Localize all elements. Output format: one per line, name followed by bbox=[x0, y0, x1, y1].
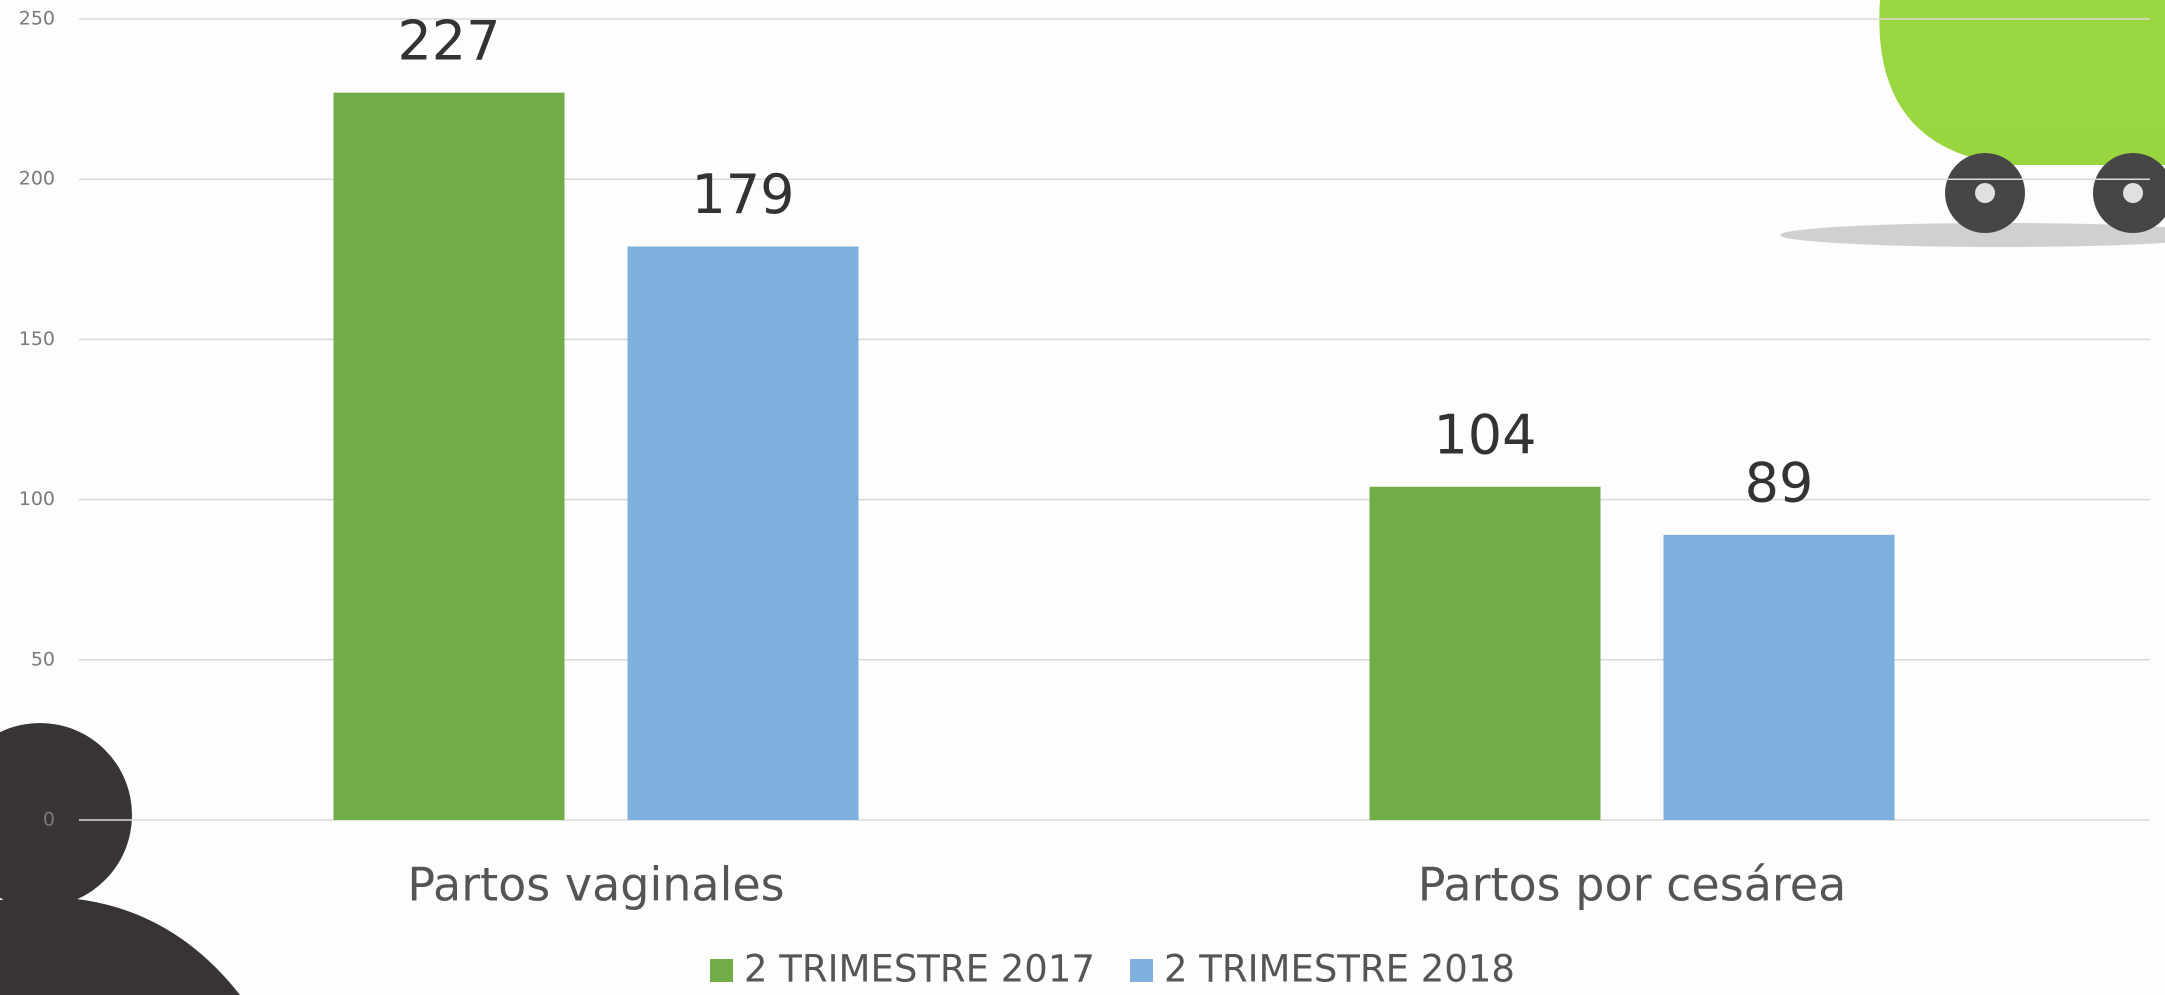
y-tick-label: 250 bbox=[19, 8, 55, 30]
person-head bbox=[0, 723, 132, 907]
bar bbox=[1663, 534, 1895, 820]
x-tick-label: Partos por cesárea bbox=[1418, 858, 1847, 912]
y-tick-label: 100 bbox=[19, 488, 55, 510]
data-label: 89 bbox=[1745, 451, 1814, 514]
legend-swatch bbox=[1130, 959, 1153, 982]
pram bbox=[1879, 0, 2165, 165]
pram-hub bbox=[2123, 183, 2143, 203]
x-tick-label: Partos vaginales bbox=[407, 858, 784, 912]
legend-swatch bbox=[710, 959, 733, 982]
bar bbox=[333, 92, 565, 820]
legend-label: 2 TRIMESTRE 2018 bbox=[1164, 948, 1515, 991]
y-tick-label: 50 bbox=[31, 648, 55, 670]
data-label: 104 bbox=[1433, 403, 1536, 466]
bar bbox=[1369, 486, 1601, 820]
y-tick-label: 200 bbox=[19, 168, 55, 190]
data-label: 227 bbox=[397, 9, 500, 72]
bar bbox=[627, 246, 859, 820]
person-body bbox=[0, 897, 240, 995]
data-label: 179 bbox=[691, 163, 794, 226]
pram-hub bbox=[1975, 183, 1995, 203]
y-tick-label: 150 bbox=[19, 328, 55, 350]
legend-label: 2 TRIMESTRE 2017 bbox=[744, 948, 1095, 991]
y-tick-label: 0 bbox=[43, 809, 55, 831]
pram-shadow bbox=[1780, 223, 2165, 247]
